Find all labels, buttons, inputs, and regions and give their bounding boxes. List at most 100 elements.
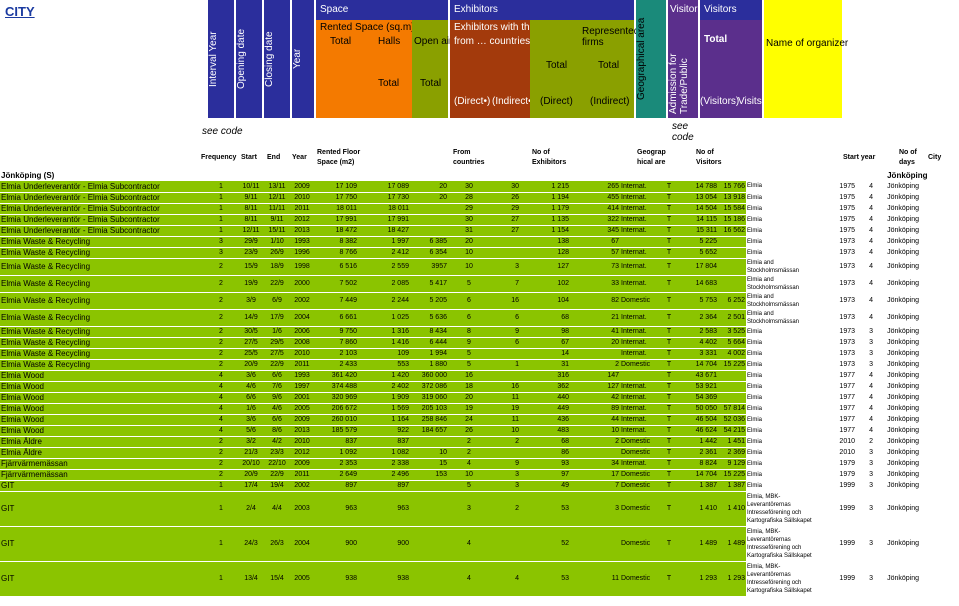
cell-rented-total: 900: [314, 526, 358, 562]
cell-frequency: 1: [204, 225, 238, 237]
cell-halls: 1 416: [358, 337, 410, 349]
cell-halls: 963: [358, 491, 410, 527]
cell-organizer: Elmia: [746, 370, 816, 382]
cell-city: Jönköping: [886, 236, 959, 248]
cell-city: Jönköping: [886, 214, 959, 226]
cell-start-year: 1975: [816, 214, 856, 226]
cell-visits: 54 215: [718, 425, 746, 437]
cell-indirect: 3: [570, 491, 620, 527]
cell-start-date: 25/5: [238, 348, 264, 360]
cell-year: 2005: [290, 403, 314, 415]
cell-admission: T: [660, 236, 678, 248]
cell-frequency: 4: [204, 425, 238, 437]
cell-end-date: 19/4: [264, 480, 290, 492]
table-row: Elmia Waste & Recycling 2 19/9 22/9 2000 7 50…: [0, 275, 959, 293]
cell-visitors: 5 652: [678, 247, 718, 259]
cell-indirect: 345: [570, 225, 620, 237]
cell-days: 4: [856, 225, 887, 237]
cell-visitors: 43 671: [678, 370, 718, 382]
cell-city: Jönköping: [886, 348, 959, 360]
cell-indirect: 21: [570, 309, 620, 327]
cell-year: 2004: [290, 526, 314, 562]
cell-geo-area: Internat.: [620, 403, 660, 415]
cell-from-countries: 8: [448, 326, 490, 338]
cell-start-year: 1977: [816, 414, 856, 426]
cell-event-name: Elmia Äldre: [0, 436, 204, 448]
cell-end-date: 15/4: [264, 561, 290, 597]
cell-start-date: 5/6: [238, 425, 264, 437]
cell-visitors: 5 225: [678, 236, 718, 248]
cell-end-date: 26/9: [264, 247, 290, 259]
cell-end-date: 22/10: [264, 458, 290, 470]
cell-rented-total: 6 516: [314, 258, 358, 276]
header-total-f: Total: [704, 34, 728, 45]
cell-start-year: 1975: [816, 203, 856, 215]
cell-end-date: 6/6: [264, 414, 290, 426]
col-from-countries: From countries: [453, 149, 485, 166]
cell-frequency: 1: [204, 491, 238, 527]
cell-visits: [718, 275, 746, 293]
cell-admission: T: [660, 258, 678, 276]
cell-indirect: 42: [570, 392, 620, 404]
cell-rented-total: 9 750: [314, 326, 358, 338]
cell-year: 2001: [290, 392, 314, 404]
col-no-exhibitors: No of Exhibitors: [532, 149, 567, 166]
cell-start-year: 1977: [816, 370, 856, 382]
cell-visitors: 1 293: [678, 561, 718, 597]
cell-frequency: 1: [204, 561, 238, 597]
cell-halls: 1 997: [358, 236, 410, 248]
page-title-link[interactable]: CITY: [5, 4, 35, 19]
cell-start-year: 1975: [816, 181, 856, 193]
cell-from-countries: 3: [448, 491, 490, 527]
cell-from-countries: 4: [448, 458, 490, 470]
header-total-c: Total: [420, 78, 442, 89]
cell-exhibitors: 14: [520, 348, 570, 360]
cell-exhibitors: 138: [520, 236, 570, 248]
cell-indirect: 7: [570, 480, 620, 492]
cell-year: 1997: [290, 381, 314, 393]
cell-frequency: 1: [204, 526, 238, 562]
header-represented-block: Represented firms Total (Indirect): [580, 20, 639, 118]
cell-visitors: 14 504: [678, 203, 718, 215]
cell-admission: T: [660, 480, 678, 492]
cell-frequency: 2: [204, 447, 238, 459]
cell-indirect: [570, 526, 620, 562]
cell-frequency: 1: [204, 214, 238, 226]
cell-from-countries: 24: [448, 414, 490, 426]
cell-exhibitors: 104: [520, 292, 570, 310]
table-row: Elmia Waste & Recycling 2 3/9 6/9 2002 7 449 2…: [0, 292, 959, 310]
cell-city: Jönköping: [886, 414, 959, 426]
cell-exhibitors: 1 154: [520, 225, 570, 237]
cell-visitors: 15 311: [678, 225, 718, 237]
cell-halls: 1 569: [358, 403, 410, 415]
cell-visits: 1 489: [718, 526, 746, 562]
cell-halls: 922: [358, 425, 410, 437]
header-direct: (Direct): [540, 96, 573, 107]
cell-rented-total: 897: [314, 480, 358, 492]
cell-year: 2010: [290, 192, 314, 204]
cell-visitors: 1 489: [678, 526, 718, 562]
cell-open-air: 3957: [410, 258, 448, 276]
header-exh-own-stands: Exhibitors with their own stands: [454, 22, 595, 33]
cell-geo-area: Internat.: [620, 309, 660, 327]
cell-rented-total: 18 011: [314, 203, 358, 215]
cell-geo-area: Domestic: [620, 480, 660, 492]
cell-start-year: 1973: [816, 258, 856, 276]
table-row: Elmia Waste & Recycling 2 30/5 1/6 2006 9 750…: [0, 326, 959, 338]
cell-event-name: Elmia Waste & Recycling: [0, 359, 204, 371]
cell-rented-total: 7 449: [314, 292, 358, 310]
table-row: Elmia Wood 4 3/6 6/6 1993 361 420 1 420 360 000…: [0, 370, 959, 382]
cell-admission: T: [660, 447, 678, 459]
cell-admission: T: [660, 309, 678, 327]
cell-exhibitors: 53: [520, 491, 570, 527]
cell-exhibitors: 67: [520, 337, 570, 349]
cell-from-countries: 26: [448, 425, 490, 437]
cell-visitors: 13 054: [678, 192, 718, 204]
cell-rented-total: 8 382: [314, 236, 358, 248]
cell-indirect: 2: [570, 359, 620, 371]
cell-geo-area: Internat.: [620, 337, 660, 349]
cell-admission: T: [660, 348, 678, 360]
cell-from-countries: 31: [448, 225, 490, 237]
header-from-countries: from … countries: [454, 36, 531, 47]
cell-days: 4: [856, 309, 887, 327]
